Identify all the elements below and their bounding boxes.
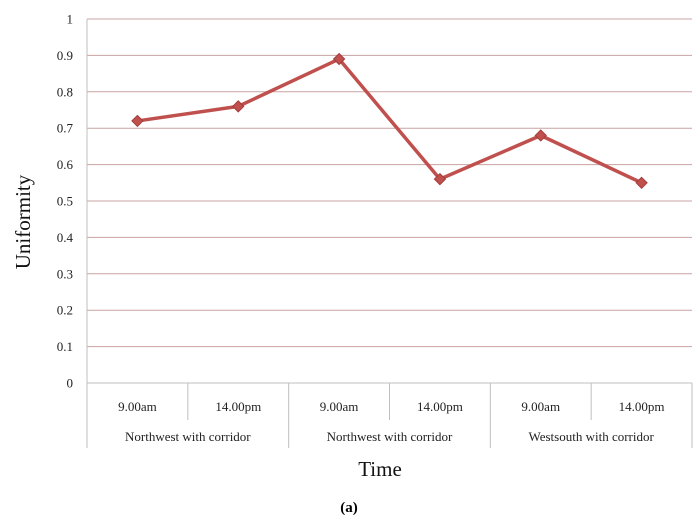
y-tick-label: 1 xyxy=(67,12,74,27)
y-tick-label: 0.6 xyxy=(57,157,74,172)
y-tick-label: 0 xyxy=(67,376,74,391)
series-line xyxy=(135,57,644,185)
x-axis-title: Time xyxy=(358,457,402,481)
x-tick-label: 14.00pm xyxy=(215,399,261,414)
x-category-labels: 9.00am 14.00pm 9.00am 14.00pm 9.00am 14.00pm N… xyxy=(118,399,664,444)
y-tick-label: 0.9 xyxy=(57,48,73,63)
y-axis-title: Uniformity xyxy=(11,174,35,269)
y-tick-label: 0.5 xyxy=(57,194,73,209)
data-point xyxy=(635,176,648,190)
y-tick-label: 0.8 xyxy=(57,84,73,99)
y-tick-label: 0.4 xyxy=(57,230,74,245)
x-group-label: Westsouth with corridor xyxy=(529,429,655,444)
series-layer xyxy=(131,52,648,190)
y-tick-label: 0.7 xyxy=(57,121,74,136)
x-tick-label: 9.00am xyxy=(320,399,359,414)
x-tick-label: 9.00am xyxy=(118,399,157,414)
y-tick-label: 0.3 xyxy=(57,266,73,281)
y-tick-label: 0.2 xyxy=(57,303,73,318)
axes xyxy=(86,19,693,448)
data-point xyxy=(534,129,547,142)
data-point xyxy=(131,114,144,128)
data-point xyxy=(332,52,346,66)
x-group-label: Northwest with corridor xyxy=(327,429,453,444)
x-tick-label: 14.00pm xyxy=(619,399,665,414)
data-point xyxy=(433,172,447,186)
data-point xyxy=(232,100,245,113)
y-tick-labels: 0 0.1 0.2 0.3 0.4 0.5 0.6 0.7 0.8 0.9 1 xyxy=(57,12,74,391)
grid-lines xyxy=(87,18,692,348)
figure-caption: (a) xyxy=(340,500,358,516)
x-group-label: Northwest with corridor xyxy=(125,429,251,444)
y-tick-label: 0.1 xyxy=(57,339,73,354)
x-tick-label: 9.00am xyxy=(521,399,560,414)
x-tick-label: 14.00pm xyxy=(417,399,463,414)
